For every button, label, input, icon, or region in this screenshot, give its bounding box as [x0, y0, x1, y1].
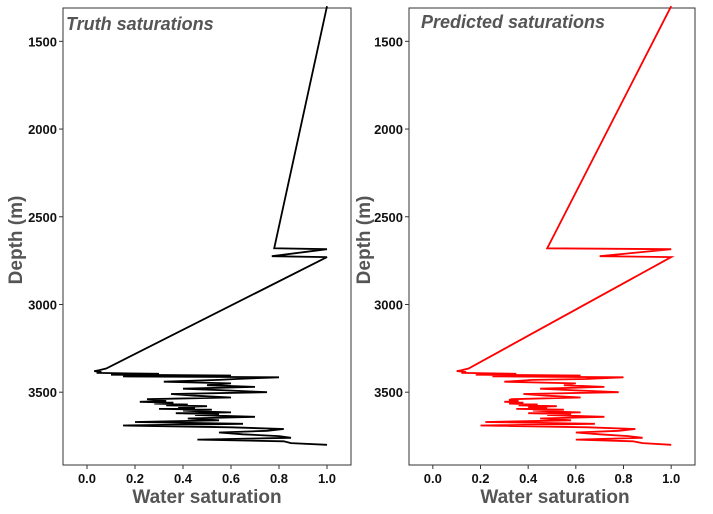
predicted-y-tick-label: 2000	[374, 122, 403, 137]
predicted-y-tick-label: 3500	[374, 385, 403, 400]
truth-x-tick-label: 0.0	[78, 471, 96, 486]
truth-y-tick-label: 2000	[28, 122, 57, 137]
truth-x-tick-label: 0.2	[126, 471, 144, 486]
predicted-x-axis-title: Water saturation	[480, 487, 629, 508]
predicted-x-tick-label: 0.6	[567, 471, 585, 486]
truth-x-axis-title: Water saturation	[132, 487, 281, 508]
predicted-y-axis-title: Depth (m)	[354, 196, 375, 285]
truth-x-tick-label: 1.0	[318, 471, 336, 486]
truth-panel-title: Truth saturations	[66, 14, 214, 34]
predicted-panel: Predicted saturations Water saturation D…	[354, 5, 696, 508]
truth-saturation-line	[94, 6, 328, 446]
truth-marks: 0.0 0.2 0.4 0.6 0.8 1.0 1500 2000 2500 3000 3500	[28, 6, 336, 486]
truth-y-tick-label: 1500	[28, 34, 57, 49]
predicted-x-tick-label: 0.2	[471, 471, 489, 486]
predicted-y-tick-label: 1500	[374, 34, 403, 49]
truth-y-tick-label: 3500	[28, 385, 57, 400]
predicted-x-tick-label: 0.4	[519, 471, 538, 486]
predicted-y-tick-label: 3000	[374, 297, 403, 312]
truth-y-tick-label: 2500	[28, 210, 57, 225]
predicted-x-tick-label: 1.0	[662, 471, 680, 486]
truth-panel: Truth saturations Water saturation Depth…	[6, 6, 352, 508]
predicted-y-tick-label: 2500	[374, 210, 403, 225]
predicted-saturation-line	[456, 5, 675, 446]
truth-plot-frame	[62, 7, 352, 466]
truth-y-tick-label: 3000	[28, 297, 57, 312]
predicted-plot-frame	[408, 7, 696, 466]
predicted-marks: 0.0 0.2 0.4 0.6 0.8 1.0 1500 2000 2500 3000 3500	[374, 5, 680, 486]
predicted-x-tick-label: 0.0	[424, 471, 442, 486]
truth-x-tick-label: 0.4	[174, 471, 193, 486]
truth-y-axis-title: Depth (m)	[6, 196, 27, 285]
predicted-panel-title: Predicted saturations	[421, 12, 605, 32]
predicted-x-tick-label: 0.8	[614, 471, 632, 486]
truth-x-tick-label: 0.6	[222, 471, 240, 486]
truth-x-tick-label: 0.8	[270, 471, 288, 486]
